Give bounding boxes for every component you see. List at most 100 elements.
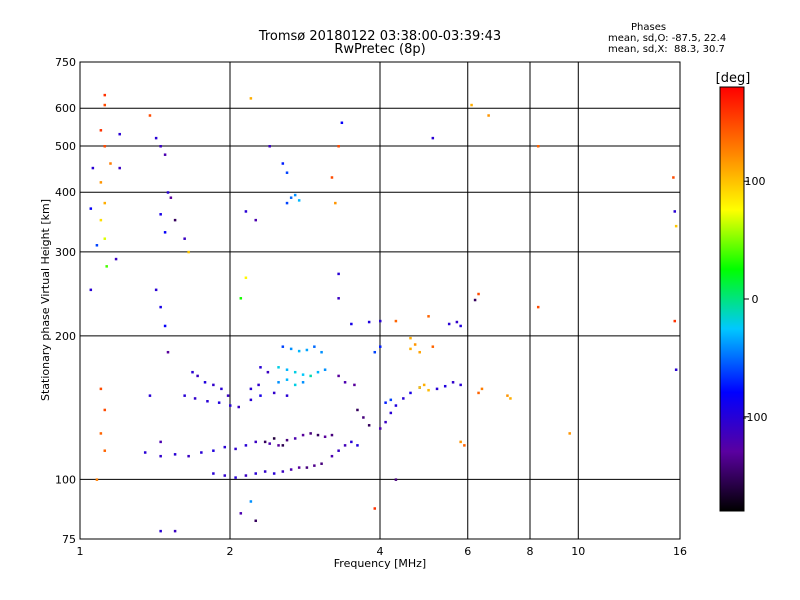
data-point bbox=[394, 478, 398, 481]
data-point bbox=[148, 114, 152, 117]
data-point bbox=[473, 298, 477, 302]
x-tick-label: 10 bbox=[571, 545, 585, 558]
data-point bbox=[244, 210, 248, 213]
x-tick-labels: 1 2 4 6 8 10 16 bbox=[77, 545, 688, 558]
data-point bbox=[289, 347, 293, 351]
data-point bbox=[418, 350, 421, 354]
data-point bbox=[293, 383, 297, 387]
data-point bbox=[297, 349, 301, 353]
data-point bbox=[99, 432, 103, 435]
data-point bbox=[254, 218, 257, 222]
data-point bbox=[285, 438, 289, 442]
y-tick-label: 100 bbox=[55, 473, 76, 486]
data-point bbox=[173, 453, 177, 456]
data-point bbox=[249, 387, 253, 391]
colorbar bbox=[719, 86, 745, 512]
data-point bbox=[103, 201, 107, 205]
data-point bbox=[277, 444, 280, 447]
x-tick-label: 2 bbox=[227, 545, 234, 558]
y-tick-label: 600 bbox=[55, 102, 76, 115]
data-point bbox=[509, 397, 512, 400]
data-point bbox=[418, 386, 421, 389]
data-point bbox=[413, 343, 417, 346]
data-point bbox=[674, 224, 678, 228]
data-point bbox=[281, 162, 285, 165]
data-point bbox=[254, 472, 257, 475]
data-point bbox=[330, 176, 334, 179]
data-point bbox=[223, 474, 227, 477]
data-point bbox=[293, 437, 297, 440]
data-point bbox=[367, 424, 371, 427]
data-point bbox=[672, 176, 675, 179]
data-point bbox=[409, 347, 412, 351]
x-tick-label: 1 bbox=[77, 545, 84, 558]
phase-stats-title: Phases bbox=[631, 22, 667, 33]
x-axis-label: Frequency [MHz] bbox=[334, 557, 426, 570]
x-tick-label: 16 bbox=[673, 545, 687, 558]
data-point bbox=[114, 257, 118, 261]
data-point bbox=[263, 440, 267, 444]
data-point bbox=[103, 93, 107, 97]
data-point bbox=[266, 370, 270, 374]
data-point bbox=[259, 366, 262, 369]
data-point bbox=[95, 478, 99, 481]
data-point bbox=[285, 368, 289, 371]
data-points bbox=[89, 93, 678, 533]
data-point bbox=[320, 350, 323, 354]
data-point bbox=[379, 345, 382, 348]
data-point bbox=[277, 366, 280, 369]
data-point bbox=[379, 319, 382, 323]
data-point bbox=[301, 433, 305, 437]
data-point bbox=[148, 394, 152, 397]
data-point bbox=[536, 305, 540, 309]
data-point bbox=[350, 440, 353, 444]
data-point bbox=[343, 444, 347, 447]
data-point bbox=[254, 519, 257, 523]
data-point bbox=[384, 401, 387, 404]
data-point bbox=[281, 470, 285, 473]
y-tick-labels: 75 100 200 300 400 500 600 750 bbox=[55, 56, 76, 546]
data-point bbox=[281, 444, 285, 447]
data-point bbox=[212, 383, 215, 387]
data-point bbox=[305, 348, 309, 352]
data-point bbox=[536, 144, 540, 148]
data-point bbox=[673, 210, 677, 213]
data-point bbox=[477, 391, 480, 395]
y-tick-label: 500 bbox=[55, 140, 76, 153]
data-point bbox=[103, 103, 107, 107]
data-point bbox=[249, 398, 253, 402]
colorbar-label: [deg] bbox=[716, 71, 751, 86]
data-point bbox=[480, 387, 484, 391]
data-point bbox=[212, 472, 215, 475]
data-point bbox=[193, 397, 197, 400]
data-point bbox=[389, 398, 393, 402]
data-point bbox=[103, 144, 107, 148]
y-tick-label: 200 bbox=[55, 330, 76, 343]
data-point bbox=[206, 400, 209, 403]
data-point bbox=[105, 265, 108, 268]
data-point bbox=[431, 345, 435, 348]
data-point bbox=[316, 370, 320, 374]
data-point bbox=[154, 288, 158, 292]
data-point bbox=[183, 394, 186, 397]
data-point bbox=[173, 218, 177, 222]
data-point bbox=[239, 297, 243, 300]
data-point bbox=[330, 454, 334, 458]
data-point bbox=[293, 370, 297, 374]
y-tick-label: 75 bbox=[62, 533, 76, 546]
data-point bbox=[334, 201, 337, 205]
y-tick-label: 300 bbox=[55, 246, 76, 259]
data-point bbox=[337, 374, 340, 378]
data-point bbox=[163, 153, 167, 156]
data-point bbox=[402, 397, 405, 400]
data-point bbox=[323, 435, 327, 439]
data-point bbox=[340, 121, 344, 125]
data-point bbox=[103, 237, 107, 240]
data-point bbox=[289, 196, 293, 199]
data-point bbox=[103, 449, 107, 452]
data-point bbox=[337, 449, 340, 452]
data-point bbox=[285, 394, 289, 397]
data-point bbox=[356, 408, 359, 412]
data-point bbox=[455, 320, 459, 324]
data-point bbox=[297, 199, 301, 202]
